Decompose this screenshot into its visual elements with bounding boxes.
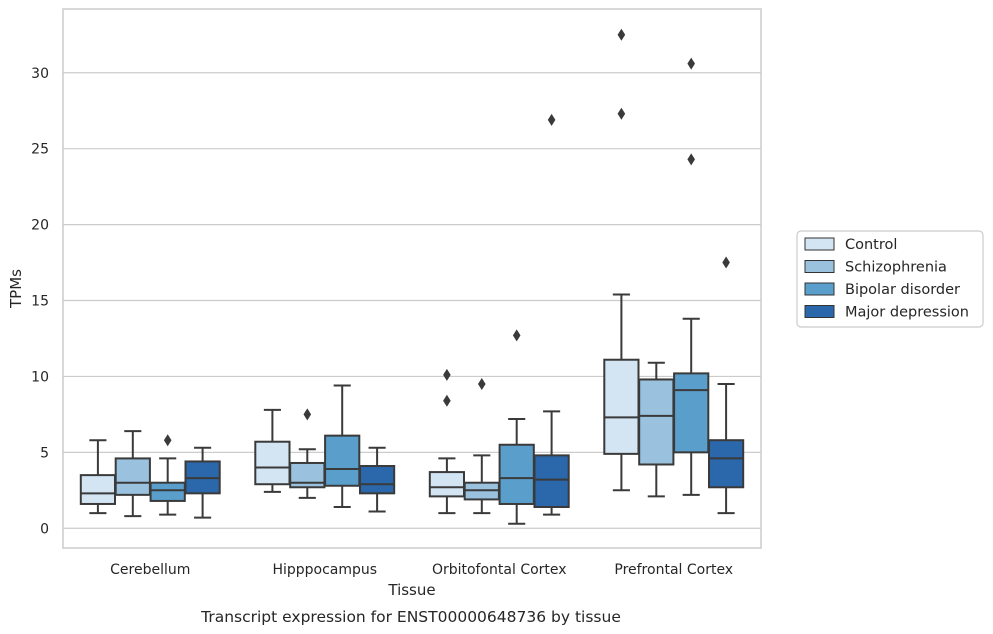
x-tick-label: Hipppocampus [272, 562, 377, 578]
y-tick-label: 15 [31, 294, 49, 310]
legend-label: Schizophrenia [845, 260, 947, 276]
legend-frame [796, 230, 984, 328]
box-iqr [254, 440, 291, 486]
y-tick-label: 30 [31, 66, 49, 82]
box-iqr [707, 439, 745, 489]
y-tick-label: 0 [40, 521, 49, 537]
legend-swatch [804, 260, 835, 273]
box-major-depression-0 [184, 446, 221, 519]
box-bipolar-disorder-1 [324, 384, 361, 509]
box-bipolar-disorder-2 [498, 329, 535, 525]
x-tick-label: Cerebellum [110, 562, 190, 578]
box-schizophrenia-1 [289, 408, 326, 499]
box-iqr [673, 372, 710, 454]
box-series-group [79, 28, 745, 525]
legend-swatch [804, 282, 835, 296]
box-iqr [79, 474, 117, 505]
y-tick-label: 25 [31, 142, 49, 158]
box-schizophrenia-3 [638, 361, 675, 498]
y-tick-label: 5 [40, 445, 49, 461]
box-bipolar-disorder-0 [149, 434, 186, 516]
box-iqr [603, 358, 640, 455]
box-iqr [324, 434, 361, 487]
box-bipolar-disorder-3 [673, 57, 710, 496]
outlier-point [163, 434, 172, 447]
box-control-3 [603, 28, 640, 492]
box-schizophrenia-0 [114, 430, 151, 518]
box-iqr [498, 443, 535, 505]
legend-swatch [804, 305, 835, 318]
legend-swatch [804, 237, 835, 251]
y-tick-labels: 0 5 10 15 20 25 30 [31, 66, 49, 537]
outlier-point [722, 256, 730, 269]
box-control-0 [79, 439, 117, 515]
outlier-point [687, 153, 695, 166]
y-tick-label: 20 [31, 218, 49, 234]
box-iqr [533, 454, 570, 509]
x-tick-labels: Cerebellum Hipppocampus Orbitofontal Corte… [110, 562, 733, 578]
box-iqr [428, 471, 466, 498]
y-axis-title: TPMs [7, 269, 25, 309]
box-major-depression-3 [707, 256, 745, 515]
box-schizophrenia-2 [463, 378, 500, 515]
grid-lines [63, 72, 761, 529]
box-major-depression-2 [533, 113, 570, 516]
box-iqr [638, 378, 675, 466]
outlier-point [443, 394, 451, 407]
legend-label: Bipolar disorder [845, 282, 960, 298]
outlier-point [478, 378, 486, 391]
outlier-point [443, 368, 451, 381]
legend-label: Major depression [845, 305, 969, 321]
x-tick-label: Orbitofontal Cortex [432, 562, 567, 578]
outlier-point [687, 57, 695, 70]
outlier-point [303, 408, 312, 421]
outlier-point [617, 28, 626, 41]
outlier-point [512, 329, 521, 342]
outlier-point [617, 107, 626, 120]
x-tick-label: Prefrontal Cortex [614, 562, 733, 578]
outlier-point [547, 113, 556, 126]
box-iqr [114, 457, 151, 496]
box-major-depression-1 [358, 446, 396, 513]
y-tick-label: 10 [31, 369, 49, 385]
box-control-1 [254, 408, 291, 493]
legend-label: Control [845, 237, 897, 253]
x-axis-title: Tissue [387, 581, 435, 599]
chart-caption: Transcript expression for ENST0000064873… [200, 608, 621, 626]
box-iqr [358, 465, 396, 495]
plot-frame [62, 8, 762, 549]
box-iqr [149, 481, 186, 502]
legend: Control Schizophrenia Bipolar disorder Majo… [796, 230, 984, 328]
box-control-2 [428, 368, 466, 515]
